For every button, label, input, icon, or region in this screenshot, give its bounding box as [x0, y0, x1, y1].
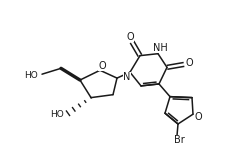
Text: HO: HO: [50, 110, 64, 119]
Text: O: O: [194, 112, 202, 122]
Text: O: O: [98, 61, 106, 71]
Text: N: N: [123, 72, 131, 82]
Text: O: O: [126, 32, 134, 42]
Text: Br: Br: [174, 135, 184, 145]
Text: O: O: [185, 58, 193, 68]
Text: HO: HO: [24, 71, 38, 80]
Text: NH: NH: [153, 43, 167, 53]
